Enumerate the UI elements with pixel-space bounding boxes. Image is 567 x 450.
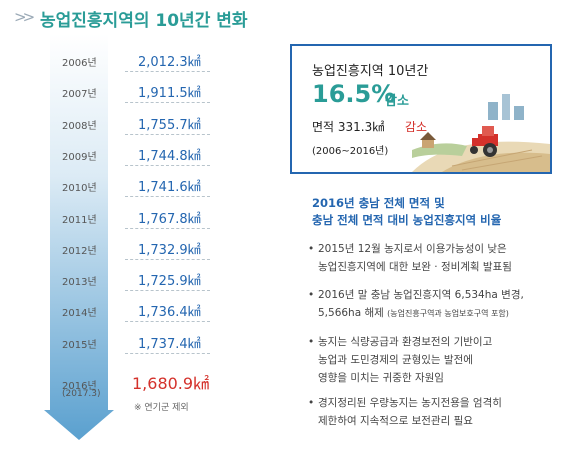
last-subyear: (2017.3) bbox=[62, 389, 101, 399]
area-value: 2,012.3㎢ bbox=[138, 55, 201, 70]
bullet-line: 경지정리된 우량농지는 농지전용을 엄격히 bbox=[318, 397, 502, 409]
area-value: 1,732.9㎢ bbox=[138, 242, 201, 258]
summary-box: 농업진흥지역 10년간 16.5% 감소 면적 331.3㎢ 감소 (2006~… bbox=[290, 44, 552, 174]
row-separator bbox=[125, 290, 210, 292]
row-separator bbox=[125, 227, 210, 229]
row-separator bbox=[125, 71, 210, 72]
year-label: 2016년 bbox=[62, 381, 97, 392]
bullet-line: 2015년 12월 농지로서 이용가능성이 낮은 bbox=[318, 243, 507, 255]
area-value: 1,755.7㎢ bbox=[138, 117, 201, 133]
down-arrow-graphic bbox=[44, 34, 114, 440]
year-label: 2009년 bbox=[62, 151, 97, 163]
bullet-line: 농업과 도민경제의 균형있는 발전에 bbox=[318, 354, 473, 366]
farm-tractor-illustration bbox=[412, 94, 550, 172]
area-value: 1,725.9㎢ bbox=[138, 274, 201, 290]
row-separator bbox=[125, 258, 210, 260]
summary-period: (2006~2016년) bbox=[312, 146, 389, 157]
summary-decrease-label: 감소 bbox=[385, 94, 409, 109]
year-label: 2010년 bbox=[62, 183, 97, 195]
year-label: 2014년 bbox=[62, 308, 97, 320]
area-value: 1,680.9㎢ bbox=[132, 374, 210, 393]
bullet-item: • 농지는 식량공급과 환경보전의 기반이고 농업과 도민경제의 균형있는 발전… bbox=[308, 333, 558, 387]
area-value: 1,911.5㎢ bbox=[138, 86, 201, 102]
bullet-item: • 경지정리된 우량농지는 농지전용을 엄격히 제한하여 지속적으로 보전관리 … bbox=[308, 394, 558, 430]
year-label: 2008년 bbox=[62, 120, 97, 132]
title-chevron-icon: >> bbox=[14, 8, 35, 26]
ratio-heading: 2016년 충남 전체 면적 및 충남 전체 면적 대비 농업진흥지역 비율 bbox=[312, 195, 562, 229]
row-separator bbox=[125, 164, 210, 166]
row-separator bbox=[125, 352, 210, 354]
area-value: 1,767.8㎢ bbox=[138, 211, 201, 227]
bullet-note: (농업진흥구역과 농업보호구역 포함) bbox=[387, 309, 509, 318]
year-label: 2013년 bbox=[62, 277, 97, 289]
bullet-line: 2016년 말 충남 농업진흥지역 6,534ha 변경, bbox=[318, 289, 524, 301]
year-label: 2006년 bbox=[62, 58, 97, 69]
bullet-line: 농업진흥지역에 대한 보완 · 정비계획 발표됨 bbox=[318, 261, 512, 273]
area-value: 1,744.8㎢ bbox=[138, 148, 201, 164]
row-separator bbox=[125, 196, 210, 198]
bullet-item: • 2015년 12월 농지로서 이용가능성이 낮은 농업진흥지역에 대한 보완… bbox=[308, 240, 558, 276]
bullet-line: 제한하여 지속적으로 보전관리 필요 bbox=[318, 415, 473, 427]
year-label: 2015년 bbox=[62, 339, 97, 351]
row-separator bbox=[125, 133, 210, 135]
tractor-icon bbox=[470, 126, 498, 157]
area-value: 1,741.6㎢ bbox=[138, 180, 201, 196]
bullet-line: 영향을 미치는 귀중한 자원임 bbox=[318, 372, 444, 384]
row-separator bbox=[125, 321, 210, 323]
bullet-item: • 2016년 말 충남 농업진흥지역 6,534ha 변경, 5,566ha … bbox=[308, 286, 558, 323]
footnote: ※ 연기군 제외 bbox=[134, 403, 189, 413]
row-separator bbox=[125, 102, 210, 104]
summary-area-decrease-label: 감소 bbox=[405, 120, 428, 134]
page-title: 농업진흥지역의 10년간 변화 bbox=[40, 11, 248, 31]
area-value: 1,736.4㎢ bbox=[138, 305, 201, 321]
summary-area: 면적 331.3㎢ bbox=[312, 120, 385, 134]
ratio-heading-line2: 충남 전체 면적 대비 농업진흥지역 비율 bbox=[312, 213, 502, 227]
ratio-heading-line1: 2016년 충남 전체 면적 및 bbox=[312, 196, 445, 210]
year-label: 2007년 bbox=[62, 89, 97, 101]
bullet-line: 5,566ha 해제 bbox=[318, 307, 384, 319]
year-label: 2011년 bbox=[62, 214, 97, 226]
summary-line1: 농업진흥지역 10년간 bbox=[312, 64, 429, 79]
year-label: 2012년 bbox=[62, 245, 97, 257]
area-value: 1,737.4㎢ bbox=[138, 336, 201, 352]
bullet-line: 농지는 식량공급과 환경보전의 기반이고 bbox=[318, 336, 493, 348]
summary-percent: 16.5% bbox=[312, 80, 396, 108]
